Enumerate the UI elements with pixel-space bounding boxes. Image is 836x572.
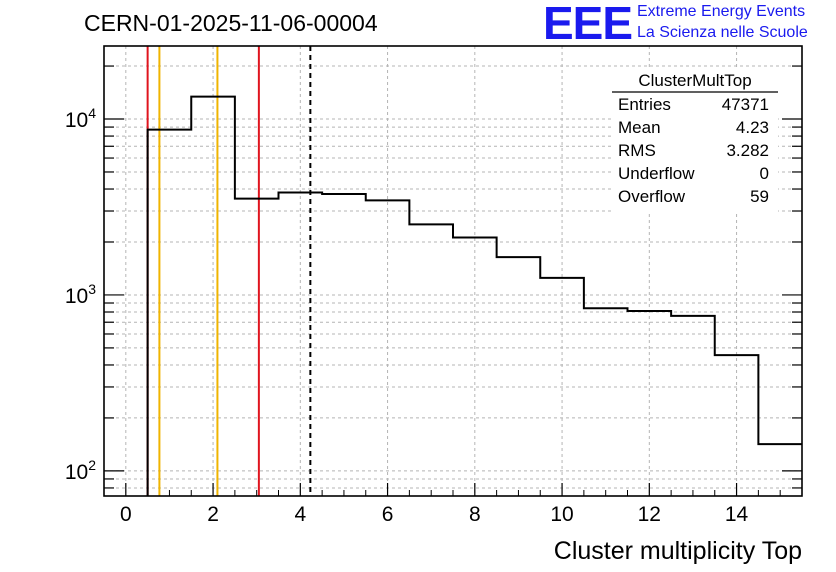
- histogram-layer: [146, 95, 802, 496]
- y-tick-label: 102: [65, 457, 96, 484]
- axis-ticks: [103, 65, 803, 496]
- stats-row-label: Mean: [618, 118, 661, 137]
- grid-layer: [104, 46, 802, 496]
- x-tick-label: 6: [382, 503, 394, 526]
- stats-row-value: 59: [750, 187, 769, 206]
- eee-logo-mark: EEE: [543, 0, 633, 49]
- logo-text-line2: La Scienza nelle Scuole: [637, 24, 808, 41]
- stats-box-bg: [612, 70, 778, 212]
- x-tick-label: 8: [469, 503, 481, 526]
- axis-labels: 0 2 4 6 8 10 12 14 102 103 104 Cluster multiplicity…: [65, 105, 802, 565]
- stats-row-value: 47371: [722, 95, 769, 114]
- y-tick-label: 103: [65, 281, 96, 308]
- x-tick-label: 14: [725, 503, 749, 526]
- stats-row-value: 3.282: [726, 141, 769, 160]
- x-tick-label: 0: [120, 503, 132, 526]
- logo-text-line1: Extreme Energy Events: [637, 3, 806, 20]
- stats-row-label: Underflow: [618, 164, 695, 183]
- x-tick-label: 12: [638, 503, 661, 526]
- stats-row-label: RMS: [618, 141, 656, 160]
- x-tick-label: 2: [207, 503, 219, 526]
- x-axis-label: Cluster multiplicity Top: [554, 537, 802, 565]
- stats-row-value: 4.23: [736, 118, 769, 137]
- marker-lines: [146, 46, 312, 496]
- x-tick-label: 4: [294, 503, 306, 526]
- y-tick-label: 104: [65, 105, 96, 132]
- stats-row-value: 0: [760, 164, 769, 183]
- page-title: CERN-01-2025-11-06-00004: [84, 10, 378, 36]
- histogram-outline: [146, 95, 802, 496]
- stats-box: ClusterMultTop Entries 47371 Mean 4.23 RMS 3.2…: [612, 70, 778, 212]
- stats-box-title: ClusterMultTop: [638, 71, 751, 90]
- stats-row-label: Entries: [618, 95, 671, 114]
- stats-row-label: Overflow: [618, 187, 686, 206]
- x-tick-label: 10: [550, 503, 573, 526]
